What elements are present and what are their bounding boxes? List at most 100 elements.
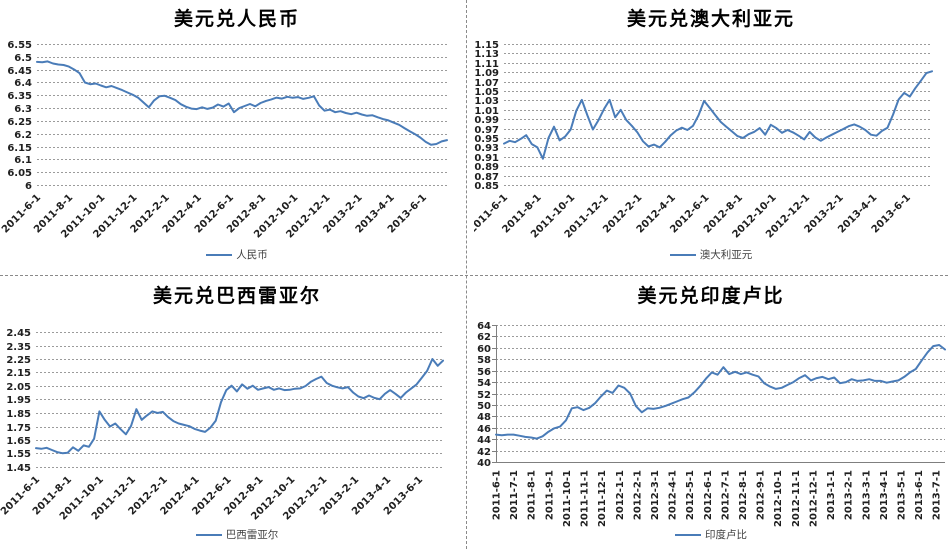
svg-text:1.65: 1.65 <box>6 436 31 447</box>
usd-brl-plot-area: 2.45 2.35 2.25 2.15 2.05 1.95 1.85 1.75 1.65 1.55… <box>0 328 444 522</box>
svg-text:2012-8-1: 2012-8-1 <box>738 470 749 520</box>
svg-text:62: 62 <box>477 332 491 343</box>
svg-text:1.05: 1.05 <box>474 87 499 98</box>
svg-text:2011-7-1: 2011-7-1 <box>509 470 520 520</box>
horizontal-divider <box>0 275 948 276</box>
svg-text:2.35: 2.35 <box>6 342 31 353</box>
svg-text:0.89: 0.89 <box>474 162 499 173</box>
svg-text:2.05: 2.05 <box>6 382 31 393</box>
svg-text:1.45: 1.45 <box>6 463 31 474</box>
svg-text:6.25: 6.25 <box>7 117 32 128</box>
chart-title-usd-inr: 美元兑印度卢比 <box>637 285 785 307</box>
svg-text:46: 46 <box>477 424 491 435</box>
legend-line-swatch <box>206 253 233 256</box>
chart-panel-usd-brl: 美元兑巴西雷亚尔 2.45 2.35 2.25 2.15 2.05 1.95 1.85 1.7… <box>0 275 474 549</box>
legend-label: 巴西雷亚尔 <box>225 529 279 541</box>
svg-text:0.93: 0.93 <box>474 143 499 154</box>
svg-text:6.15: 6.15 <box>7 143 32 154</box>
svg-text:6: 6 <box>25 181 32 192</box>
chart-panel-usd-inr: 美元兑印度卢比 64 62 60 58 56 54 52 50 48 46 44 42 40 2011-6… <box>474 275 948 549</box>
svg-text:2012-4-1: 2012-4-1 <box>668 470 679 520</box>
svg-text:1.11: 1.11 <box>474 59 499 70</box>
svg-text:60: 60 <box>477 344 491 355</box>
legend-usd-aud: 澳大利亚元 <box>474 247 948 262</box>
svg-text:6.1: 6.1 <box>14 155 32 166</box>
svg-text:44: 44 <box>477 435 491 446</box>
svg-text:2013-5-1: 2013-5-1 <box>896 470 907 520</box>
chart-title-usd-cny: 美元兑人民币 <box>173 8 300 30</box>
svg-text:2011-11-1: 2011-11-1 <box>580 470 591 527</box>
svg-text:52: 52 <box>477 390 491 401</box>
svg-text:58: 58 <box>477 355 491 366</box>
svg-text:2013-2-1: 2013-2-1 <box>844 470 855 520</box>
svg-text:1.15: 1.15 <box>474 40 499 51</box>
svg-text:2012-10-1: 2012-10-1 <box>773 470 784 527</box>
svg-text:2012-7-1: 2012-7-1 <box>720 470 731 520</box>
svg-text:2012-5-1: 2012-5-1 <box>685 470 696 520</box>
svg-text:1.85: 1.85 <box>6 409 31 420</box>
svg-text:2012-12-1: 2012-12-1 <box>808 470 819 527</box>
svg-text:2.15: 2.15 <box>6 368 31 379</box>
svg-text:6.05: 6.05 <box>7 168 32 179</box>
svg-text:64: 64 <box>477 321 491 332</box>
svg-text:6.35: 6.35 <box>7 91 32 102</box>
svg-text:2013-1-1: 2013-1-1 <box>826 470 837 520</box>
svg-text:2011-6-1: 2011-6-1 <box>492 470 503 520</box>
svg-text:2011-8-1: 2011-8-1 <box>527 470 538 520</box>
svg-text:50: 50 <box>477 401 491 412</box>
svg-text:1.13: 1.13 <box>474 49 499 60</box>
svg-text:2012-6-1: 2012-6-1 <box>703 470 714 520</box>
chart-title-usd-brl: 美元兑巴西雷亚尔 <box>152 285 321 307</box>
svg-text:54: 54 <box>477 378 491 389</box>
svg-text:0.91: 0.91 <box>474 153 499 164</box>
svg-text:6.55: 6.55 <box>7 40 32 51</box>
legend-label: 人民币 <box>236 249 268 261</box>
legend-line-swatch <box>675 533 701 536</box>
legend-label: 印度卢比 <box>705 529 747 541</box>
svg-text:6.2: 6.2 <box>14 130 32 141</box>
svg-text:0.87: 0.87 <box>474 172 499 183</box>
svg-text:42: 42 <box>477 447 491 458</box>
vertical-divider <box>466 0 467 549</box>
svg-text:1.07: 1.07 <box>474 78 499 89</box>
svg-text:40: 40 <box>477 458 491 469</box>
svg-text:1.09: 1.09 <box>474 68 499 79</box>
svg-text:6.45: 6.45 <box>7 66 32 77</box>
svg-text:1.75: 1.75 <box>6 423 31 434</box>
chart-panel-usd-aud: 美元兑澳大利亚元 1.15 1.13 1.11 1.09 1.07 1.05 1.03 1.0… <box>474 0 948 275</box>
svg-text:2.45: 2.45 <box>6 328 31 339</box>
svg-text:0.99: 0.99 <box>474 115 499 126</box>
legend-usd-inr: 印度卢比 <box>474 527 948 542</box>
chart-panel-usd-cny: 美元兑人民币 6.55 6.5 6.45 6.4 6.35 6.3 6.25 6.2 6.15 6… <box>0 0 474 275</box>
svg-text:2013-4-1: 2013-4-1 <box>879 470 890 520</box>
svg-text:0.95: 0.95 <box>474 134 499 145</box>
svg-text:2013-7-1: 2013-7-1 <box>932 470 943 520</box>
svg-text:6.5: 6.5 <box>14 53 32 64</box>
svg-text:56: 56 <box>477 367 491 378</box>
svg-text:2013-6-1: 2013-6-1 <box>914 470 925 520</box>
svg-text:2012-11-1: 2012-11-1 <box>791 470 802 527</box>
usd-aud-plot-area: 1.151.131.111.091.071.051.031.010.990.97… <box>474 40 933 240</box>
svg-text:2012-3-1: 2012-3-1 <box>650 470 661 520</box>
usd-cny-plot-area: 6.55 6.5 6.456.4 6.35 6.3 6.25 6.2 6.156.1 6.05 6… <box>0 40 448 240</box>
svg-text:6.3: 6.3 <box>14 104 32 115</box>
svg-text:6.4: 6.4 <box>14 78 32 89</box>
legend-label: 澳大利亚元 <box>699 249 753 261</box>
legend-line-swatch <box>195 533 222 536</box>
svg-text:1.55: 1.55 <box>6 449 31 460</box>
svg-text:1.01: 1.01 <box>474 106 499 117</box>
svg-text:2013-3-1: 2013-3-1 <box>861 470 872 520</box>
legend-usd-cny: 人民币 <box>0 247 474 262</box>
svg-text:1.03: 1.03 <box>474 96 499 107</box>
chart-title-usd-aud: 美元兑澳大利亚元 <box>626 8 795 30</box>
svg-text:48: 48 <box>477 412 491 423</box>
svg-text:2011-12-1: 2011-12-1 <box>597 470 608 527</box>
legend-usd-brl: 巴西雷亚尔 <box>0 527 474 542</box>
svg-text:2012-1-1: 2012-1-1 <box>615 470 626 520</box>
svg-text:2012-2-1: 2012-2-1 <box>632 470 643 520</box>
svg-text:2012-9-1: 2012-9-1 <box>756 470 767 520</box>
svg-text:2.25: 2.25 <box>6 355 31 366</box>
svg-text:0.85: 0.85 <box>474 181 499 192</box>
